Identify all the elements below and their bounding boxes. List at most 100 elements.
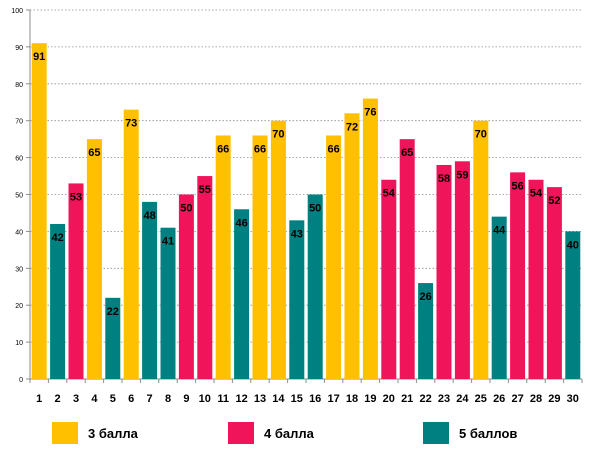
y-tick-label: 90 bbox=[15, 45, 23, 52]
legend-label-5-ballov: 5 баллов bbox=[459, 425, 518, 441]
bar bbox=[105, 297, 121, 379]
data-label: 53 bbox=[70, 191, 82, 203]
data-label: 65 bbox=[88, 147, 100, 159]
axes bbox=[26, 9, 583, 383]
data-label: 46 bbox=[235, 217, 247, 229]
bar bbox=[215, 135, 231, 379]
data-label: 22 bbox=[107, 306, 119, 318]
bar bbox=[381, 179, 397, 379]
y-tick-label: 70 bbox=[15, 119, 23, 126]
y-tick-label: 0 bbox=[19, 377, 23, 384]
bars bbox=[31, 43, 581, 380]
bar bbox=[546, 187, 562, 379]
gridlines bbox=[30, 9, 582, 343]
data-label: 42 bbox=[51, 232, 63, 244]
data-label: 72 bbox=[346, 121, 358, 133]
x-tick-label: 7 bbox=[147, 393, 153, 405]
data-label: 66 bbox=[254, 143, 266, 155]
bar bbox=[270, 120, 286, 379]
x-tick-label: 13 bbox=[254, 393, 266, 405]
data-label: 41 bbox=[162, 236, 174, 248]
x-tick-label: 18 bbox=[346, 393, 358, 405]
y-tick-label: 60 bbox=[15, 156, 23, 163]
legend-swatch-5-ballov bbox=[423, 422, 449, 444]
legend-label-3-ball: 3 балла bbox=[88, 425, 138, 441]
x-tick-label: 22 bbox=[419, 393, 431, 405]
x-tick-label: 9 bbox=[183, 393, 189, 405]
x-tick-label: 28 bbox=[530, 393, 542, 405]
bar bbox=[234, 209, 250, 379]
bar bbox=[142, 201, 158, 379]
bar bbox=[197, 176, 213, 379]
legend-item-5-ballov: 5 баллов bbox=[423, 420, 517, 446]
bar bbox=[565, 231, 581, 379]
legend-item-4-ball: 4 балла bbox=[228, 420, 314, 446]
x-tick-label: 4 bbox=[91, 393, 98, 405]
y-tick-labels: 0 10 20 30 40 50 60 70 80 90 100 bbox=[11, 8, 23, 384]
data-label: 70 bbox=[475, 129, 487, 141]
x-tick-label: 24 bbox=[456, 393, 469, 405]
data-label: 40 bbox=[567, 239, 579, 251]
bar bbox=[528, 179, 544, 379]
legend-swatch-4-ball bbox=[228, 422, 254, 444]
bar bbox=[123, 109, 139, 379]
bar bbox=[50, 224, 66, 379]
x-tick-label: 6 bbox=[128, 393, 134, 405]
data-label: 44 bbox=[493, 225, 506, 237]
data-label: 65 bbox=[401, 147, 413, 159]
x-tick-label: 23 bbox=[438, 393, 450, 405]
data-label: 26 bbox=[419, 291, 431, 303]
data-label: 76 bbox=[364, 107, 376, 119]
bar bbox=[326, 135, 342, 379]
data-labels: 91 42 53 65 22 73 48 41 50 55 66 46 66 70 43 50 66 72 76 54… bbox=[33, 51, 579, 318]
x-tick-label: 14 bbox=[272, 393, 285, 405]
y-tick-label: 30 bbox=[15, 266, 23, 273]
x-tick-labels: 1 2 3 4 5 6 7 8 9 10 11 12 13 14 15 16 17 18 19 20 21 22 23 24 2… bbox=[36, 393, 579, 405]
bar bbox=[491, 216, 507, 379]
data-label: 43 bbox=[291, 228, 303, 240]
data-label: 50 bbox=[180, 203, 192, 215]
data-label: 73 bbox=[125, 118, 137, 130]
x-tick-label: 10 bbox=[199, 393, 211, 405]
data-label: 56 bbox=[511, 180, 523, 192]
x-tick-label: 1 bbox=[36, 393, 42, 405]
x-tick-label: 25 bbox=[475, 393, 487, 405]
bar bbox=[307, 194, 323, 379]
bar bbox=[436, 164, 452, 379]
x-tick-label: 3 bbox=[73, 393, 79, 405]
x-tick-label: 19 bbox=[364, 393, 376, 405]
x-tick-label: 16 bbox=[309, 393, 321, 405]
x-tick-label: 29 bbox=[548, 393, 560, 405]
x-tick-label: 21 bbox=[401, 393, 413, 405]
data-label: 50 bbox=[309, 203, 321, 215]
x-tick-label: 5 bbox=[110, 393, 116, 405]
data-label: 70 bbox=[272, 129, 284, 141]
bar bbox=[31, 43, 47, 380]
bar bbox=[178, 194, 194, 379]
x-tick-label: 26 bbox=[493, 393, 505, 405]
y-tick-label: 80 bbox=[15, 82, 23, 89]
x-tick-label: 15 bbox=[291, 393, 303, 405]
bar bbox=[454, 161, 470, 379]
x-tick-label: 8 bbox=[165, 393, 171, 405]
data-label: 58 bbox=[438, 173, 450, 185]
data-label: 52 bbox=[548, 195, 560, 207]
x-tick-label: 17 bbox=[327, 393, 339, 405]
x-tick-label: 20 bbox=[383, 393, 395, 405]
legend-item-3-ball: 3 балла bbox=[52, 420, 138, 446]
x-tick-label: 30 bbox=[567, 393, 579, 405]
data-label: 66 bbox=[217, 143, 229, 155]
x-tick-label: 11 bbox=[217, 393, 229, 405]
x-tick-label: 2 bbox=[55, 393, 61, 405]
bar bbox=[86, 139, 102, 379]
bar bbox=[473, 120, 489, 379]
data-label: 54 bbox=[530, 188, 543, 200]
bar bbox=[252, 135, 268, 379]
data-label: 59 bbox=[456, 169, 468, 181]
data-label: 66 bbox=[327, 143, 339, 155]
legend-swatch-3-ball bbox=[52, 422, 78, 444]
bar bbox=[68, 183, 84, 379]
y-tick-label: 10 bbox=[15, 340, 23, 347]
y-tick-label: 20 bbox=[15, 303, 23, 310]
